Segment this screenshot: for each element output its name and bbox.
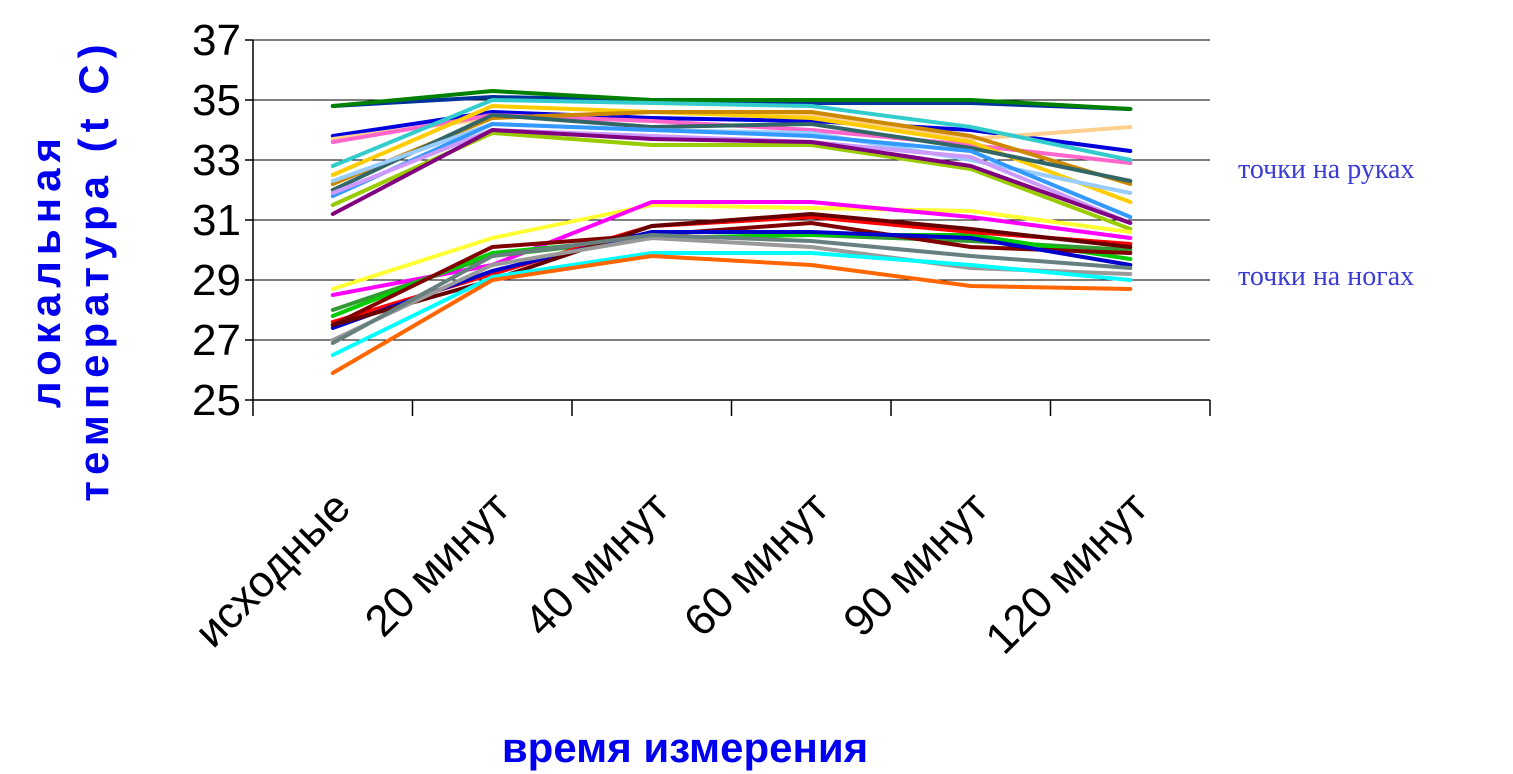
y-tick-label: 25 [192, 376, 241, 425]
series-line [330, 221, 1133, 327]
y-axis-title: локальная температура (t C) [22, 38, 117, 501]
y-tick-label: 29 [192, 256, 241, 305]
y-tick-label: 35 [192, 76, 241, 125]
y-tick-label: 27 [192, 316, 241, 365]
x-tick-marks [252, 400, 1211, 416]
x-category-label: 90 минут [834, 482, 998, 646]
series-line [330, 128, 1133, 225]
annotation-hands: точки на руках [1238, 154, 1414, 185]
y-axis-title-line-2: температура (t C) [70, 38, 117, 501]
series-line [330, 122, 1133, 219]
x-category-label: 20 минут [356, 482, 520, 646]
series-line [330, 251, 1133, 357]
series-line [330, 230, 1133, 330]
series-line [330, 98, 1133, 168]
y-tick-label: 37 [192, 16, 241, 65]
x-category-label: 40 минут [515, 482, 679, 646]
x-axis-title: время измерения [502, 724, 868, 771]
series-line [330, 254, 1133, 375]
x-category-label: 120 минут [976, 482, 1157, 663]
series-line [330, 233, 1133, 345]
y-axis-title-line-1: локальная [22, 132, 69, 408]
y-tick-label: 33 [192, 136, 241, 185]
y-tick-label: 31 [192, 196, 241, 245]
annotation-legs: точки на ногах [1238, 261, 1414, 292]
series-lines [330, 89, 1133, 375]
series-line [330, 212, 1133, 327]
x-category-label: исходные [185, 482, 359, 656]
y-tick-labels: 25 27 29 31 33 35 37 [192, 16, 241, 425]
series-line [330, 203, 1133, 291]
x-category-label: 60 минут [675, 482, 839, 646]
series-line [330, 113, 1133, 192]
series-line [330, 89, 1133, 111]
